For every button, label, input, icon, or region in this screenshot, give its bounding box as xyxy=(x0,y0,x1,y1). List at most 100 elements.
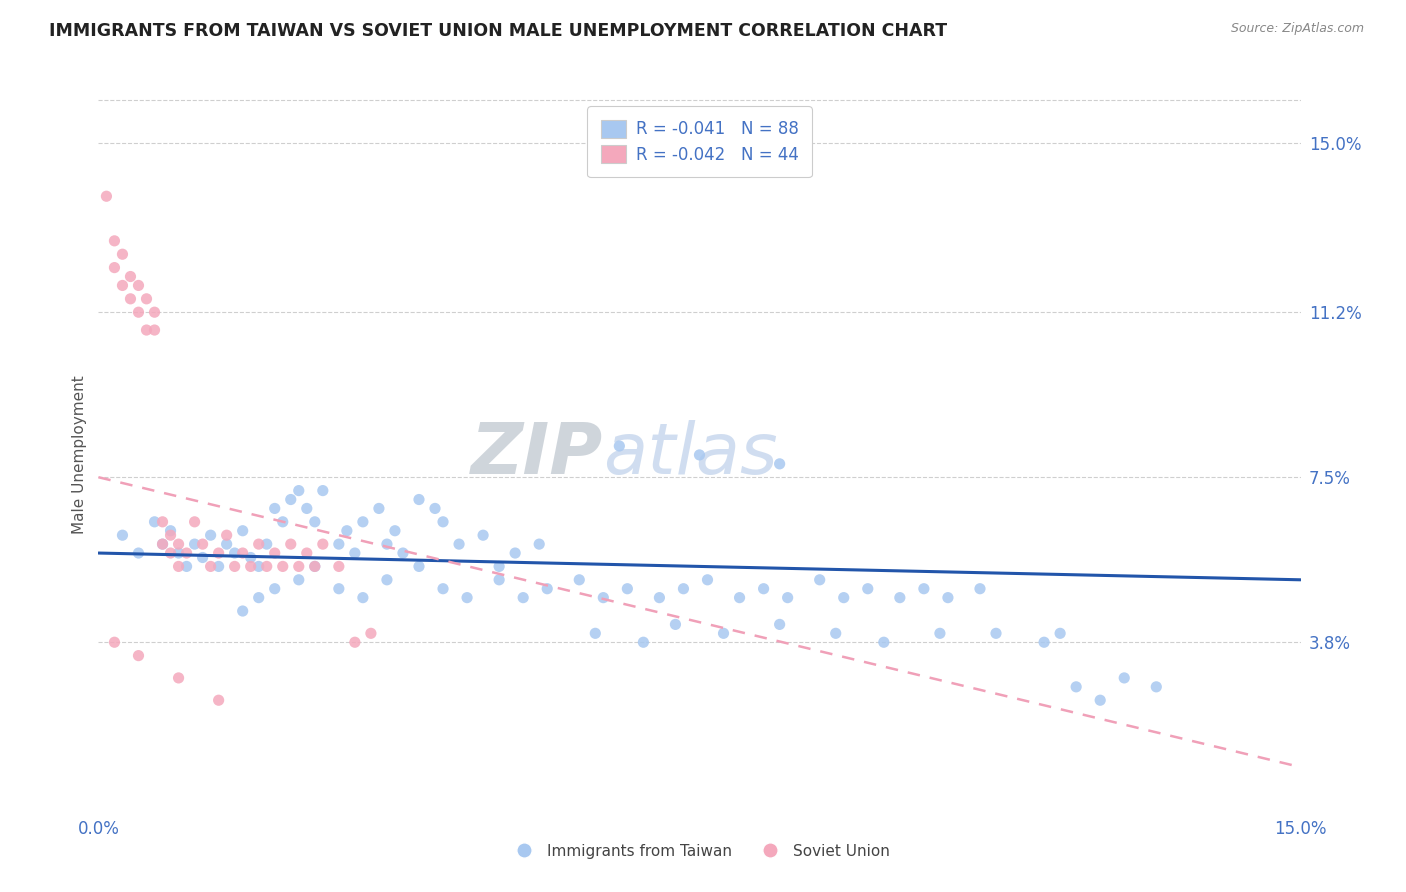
Point xyxy=(912,582,935,596)
Text: Source: ZipAtlas.com: Source: ZipAtlas.com xyxy=(1230,22,1364,36)
Point xyxy=(200,528,222,542)
Point xyxy=(128,305,150,319)
Point xyxy=(648,591,671,605)
Point xyxy=(247,559,270,574)
Point xyxy=(512,591,534,605)
Point xyxy=(143,515,166,529)
Point xyxy=(232,546,254,560)
Point xyxy=(328,582,350,596)
Point xyxy=(1114,671,1136,685)
Point xyxy=(423,501,446,516)
Point xyxy=(256,537,278,551)
Point xyxy=(873,635,896,649)
Point xyxy=(1049,626,1071,640)
Point xyxy=(713,626,735,640)
Point xyxy=(312,537,335,551)
Point xyxy=(384,524,406,538)
Point xyxy=(239,559,262,574)
Point xyxy=(633,635,655,649)
Point xyxy=(167,559,190,574)
Point xyxy=(280,537,302,551)
Point xyxy=(776,591,799,605)
Point xyxy=(752,582,775,596)
Point xyxy=(232,524,254,538)
Point xyxy=(271,559,294,574)
Point xyxy=(224,546,246,560)
Point xyxy=(408,559,430,574)
Text: IMMIGRANTS FROM TAIWAN VS SOVIET UNION MALE UNEMPLOYMENT CORRELATION CHART: IMMIGRANTS FROM TAIWAN VS SOVIET UNION M… xyxy=(49,22,948,40)
Point xyxy=(689,448,711,462)
Point xyxy=(103,234,125,248)
Point xyxy=(304,559,326,574)
Point xyxy=(609,439,631,453)
Point xyxy=(328,559,350,574)
Point xyxy=(447,537,470,551)
Point xyxy=(280,492,302,507)
Point xyxy=(135,323,157,337)
Point xyxy=(488,559,510,574)
Point xyxy=(984,626,1007,640)
Point xyxy=(96,189,118,203)
Point xyxy=(103,635,125,649)
Point xyxy=(295,546,318,560)
Point xyxy=(969,582,991,596)
Point xyxy=(343,546,366,560)
Point xyxy=(263,501,285,516)
Point xyxy=(488,573,510,587)
Point xyxy=(1088,693,1111,707)
Point xyxy=(224,559,246,574)
Point xyxy=(1033,635,1056,649)
Point xyxy=(503,546,526,560)
Point xyxy=(159,528,181,542)
Point xyxy=(183,515,205,529)
Point xyxy=(200,559,222,574)
Point xyxy=(135,292,157,306)
Point xyxy=(208,693,231,707)
Point xyxy=(529,537,551,551)
Point xyxy=(1144,680,1167,694)
Point xyxy=(191,537,214,551)
Point xyxy=(232,604,254,618)
Point xyxy=(456,591,478,605)
Point xyxy=(568,573,591,587)
Point xyxy=(696,573,718,587)
Point xyxy=(128,546,150,560)
Point xyxy=(152,515,174,529)
Point xyxy=(247,591,270,605)
Point xyxy=(215,528,238,542)
Point xyxy=(183,537,205,551)
Point xyxy=(392,546,415,560)
Point xyxy=(288,559,311,574)
Point xyxy=(167,537,190,551)
Point xyxy=(128,648,150,663)
Point xyxy=(343,635,366,649)
Point xyxy=(360,626,382,640)
Point xyxy=(352,515,374,529)
Point xyxy=(191,550,214,565)
Point xyxy=(336,524,359,538)
Point xyxy=(432,515,454,529)
Point xyxy=(368,501,391,516)
Point xyxy=(375,537,398,551)
Point xyxy=(769,457,792,471)
Point xyxy=(312,483,335,498)
Point xyxy=(120,269,142,284)
Point xyxy=(288,483,311,498)
Point xyxy=(167,546,190,560)
Point xyxy=(208,546,231,560)
Legend: Immigrants from Taiwan, Soviet Union: Immigrants from Taiwan, Soviet Union xyxy=(503,838,896,864)
Point xyxy=(769,617,792,632)
Point xyxy=(263,546,285,560)
Point xyxy=(159,524,181,538)
Point xyxy=(208,559,231,574)
Point xyxy=(616,582,638,596)
Point xyxy=(263,582,285,596)
Point xyxy=(256,559,278,574)
Point xyxy=(304,559,326,574)
Point xyxy=(295,501,318,516)
Point xyxy=(856,582,879,596)
Point xyxy=(143,305,166,319)
Point xyxy=(432,582,454,596)
Point xyxy=(304,515,326,529)
Point xyxy=(824,626,846,640)
